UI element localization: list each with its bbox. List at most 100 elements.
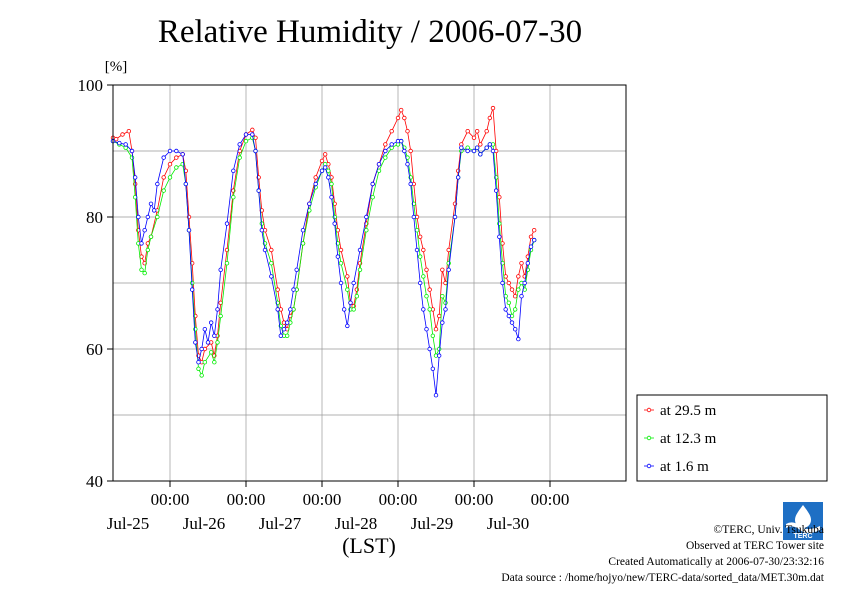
data-point: [465, 148, 470, 154]
data-point: [319, 158, 325, 164]
data-point: [506, 300, 512, 305]
data-point: [189, 287, 195, 292]
data-point: [338, 247, 344, 253]
data-point: [193, 340, 198, 345]
x-tick-date-label: Jul-28: [335, 514, 378, 533]
data-point: [433, 393, 439, 398]
data-point: [313, 175, 318, 180]
legend-label: at 12.3 m: [660, 431, 717, 447]
data-point: [516, 287, 521, 292]
data-point: [528, 244, 534, 249]
data-point: [455, 175, 461, 180]
series-line: [112, 107, 535, 364]
data-point: [519, 294, 524, 299]
data-point: [250, 127, 255, 133]
x-tick-date-label: Jul-26: [183, 514, 226, 533]
data-point: [351, 307, 356, 312]
data-point: [474, 128, 480, 134]
data-point: [528, 234, 534, 239]
data-point: [284, 320, 290, 325]
data-point: [319, 168, 325, 173]
data-point: [167, 175, 173, 180]
data-point: [383, 155, 388, 160]
data-point: [145, 214, 151, 220]
data-point: [322, 152, 328, 157]
data-point: [174, 165, 179, 170]
y-axis-label: [%]: [105, 59, 128, 75]
data-point: [136, 214, 141, 220]
data-point: [357, 247, 363, 253]
x-tick-date-label: Jul-25: [107, 514, 150, 533]
data-point: [151, 208, 157, 213]
data-point: [474, 145, 480, 150]
data-point: [281, 327, 287, 332]
data-point: [284, 333, 290, 338]
data-point: [123, 142, 128, 147]
data-point: [414, 227, 420, 233]
data-point: [430, 333, 436, 338]
data-point: [202, 327, 208, 332]
data-point: [291, 287, 296, 292]
x-tick-date-label: Jul-29: [411, 514, 454, 533]
data-point: [253, 148, 258, 154]
created-timestamp-text: Created Automatically at 2006-07-30/23:3…: [608, 556, 824, 568]
data-point: [155, 181, 160, 187]
data-point: [436, 346, 442, 352]
data-point: [300, 241, 306, 246]
data-point: [348, 300, 353, 305]
data-point: [294, 267, 299, 272]
data-point: [519, 261, 524, 266]
series-at-29-5-m: [110, 105, 537, 365]
data-point: [161, 188, 166, 193]
data-point: [148, 234, 154, 239]
data-point: [199, 346, 204, 352]
data-point: [364, 214, 369, 220]
data-point: [417, 254, 423, 259]
data-point: [243, 138, 249, 144]
data-point: [313, 181, 318, 187]
data-point: [484, 145, 489, 150]
data-point: [161, 175, 166, 180]
data-point: [259, 227, 265, 233]
data-point: [433, 327, 439, 332]
data-point: [139, 241, 144, 246]
data-point: [275, 287, 280, 292]
data-point: [427, 346, 432, 352]
data-point: [512, 307, 518, 312]
data-point: [326, 168, 331, 173]
data-point: [440, 267, 445, 272]
data-point: [497, 194, 502, 200]
data-point: [205, 340, 211, 345]
data-point: [512, 294, 518, 299]
data-point: [183, 181, 189, 187]
data-point: [208, 350, 214, 355]
legend-label: at 1.6 m: [660, 459, 709, 475]
data-point: [421, 307, 426, 312]
x-tick-label: 00:00: [151, 490, 190, 509]
data-point: [142, 227, 147, 233]
data-point: [196, 360, 201, 365]
data-point: [212, 333, 217, 338]
x-tick-label: 00:00: [379, 490, 418, 509]
data-point: [231, 168, 236, 173]
legend-box: [636, 394, 828, 482]
data-point: [129, 148, 135, 154]
data-point: [357, 267, 363, 272]
data-point: [180, 152, 185, 157]
data-point: [278, 333, 284, 338]
data-point: [376, 161, 382, 167]
data-point: [516, 274, 521, 279]
data-point: [395, 115, 401, 121]
data-point: [440, 320, 445, 325]
data-point: [139, 267, 144, 272]
y-tick-label: 100: [78, 76, 104, 95]
data-point: [487, 115, 493, 121]
data-point: [383, 142, 388, 147]
data-point: [389, 142, 394, 147]
terc-logo: TERC: [783, 502, 823, 540]
legend-swatch-marker: [646, 463, 652, 469]
data-point: [430, 366, 436, 371]
data-point: [148, 201, 154, 206]
data-point: [120, 132, 125, 137]
data-point: [341, 307, 347, 312]
